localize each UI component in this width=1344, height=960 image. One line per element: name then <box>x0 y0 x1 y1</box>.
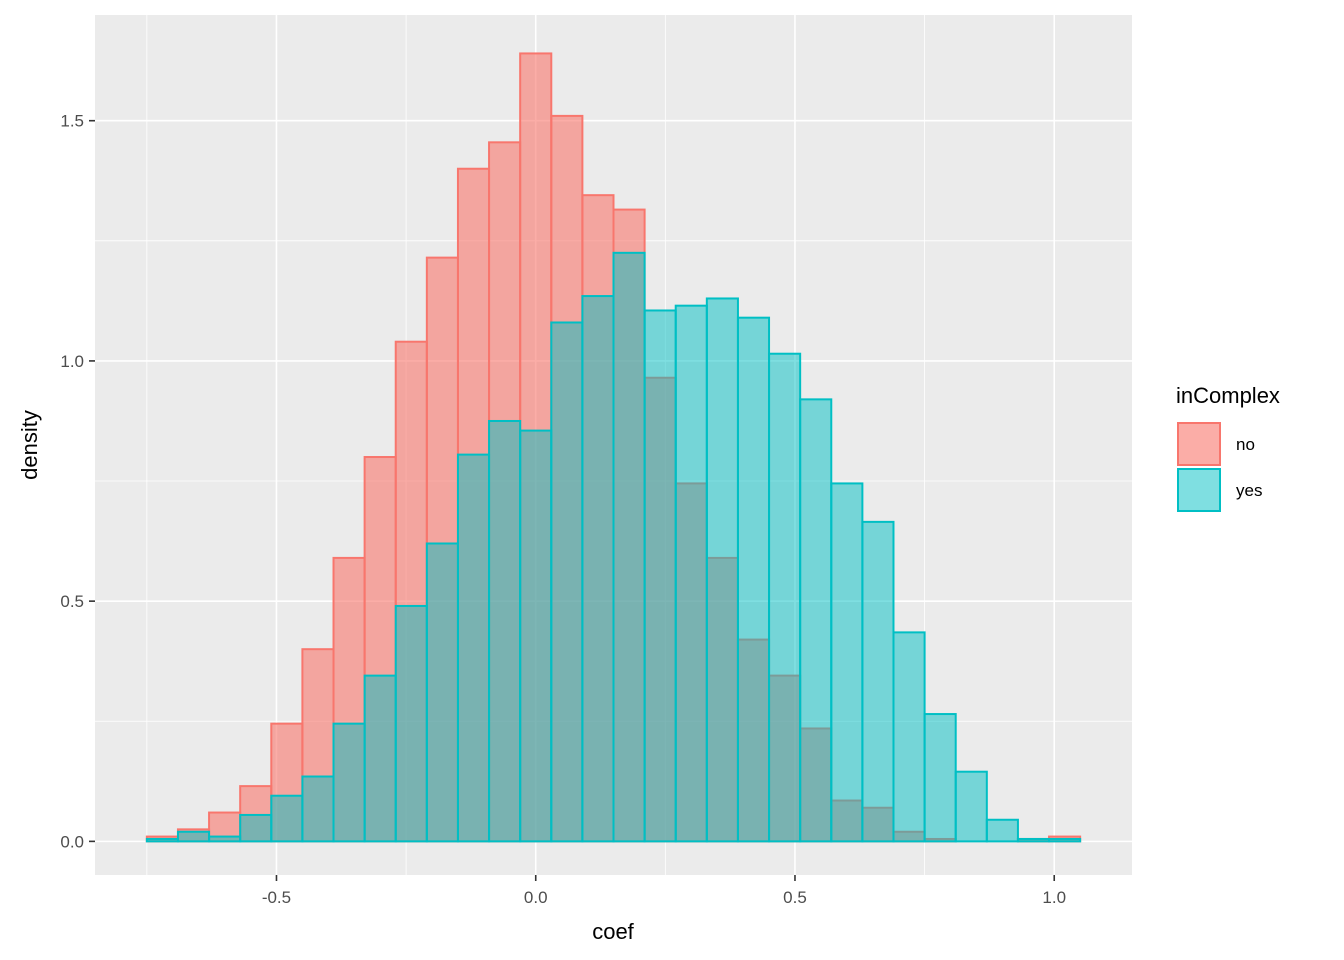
bar-yes <box>985 818 1019 843</box>
y-axis-title: density <box>17 410 42 480</box>
legend-label-yes: yes <box>1236 481 1262 500</box>
bar-yes <box>519 429 553 843</box>
bar-yes <box>923 713 957 843</box>
bar-yes <box>239 813 273 843</box>
y-tick-label: 0.0 <box>60 832 84 851</box>
legend-key-no <box>1177 422 1221 466</box>
bar-yes <box>799 398 833 843</box>
bar-yes <box>1016 837 1051 843</box>
y-tick-label: 0.5 <box>60 592 84 611</box>
legend-title: inComplex <box>1176 383 1280 408</box>
bar-yes <box>301 775 335 843</box>
bar-yes <box>363 674 397 843</box>
bar-yes <box>581 295 615 843</box>
bar-yes <box>550 321 584 843</box>
bar-yes <box>394 604 428 843</box>
x-axis: -0.5 0.0 0.5 1.0 <box>262 875 1066 907</box>
legend: inComplex no yes <box>1176 383 1280 512</box>
bar-yes <box>861 520 895 843</box>
legend-label-no: no <box>1236 435 1255 454</box>
x-tick-label: 1.0 <box>1042 888 1066 907</box>
bar-yes <box>643 309 677 843</box>
y-tick-label: 1.5 <box>60 112 84 131</box>
bar-yes <box>736 316 771 843</box>
legend-key-yes <box>1177 468 1221 512</box>
bar-yes <box>768 352 802 843</box>
x-tick-label: 0.5 <box>783 888 807 907</box>
bar-yes <box>1048 837 1082 843</box>
bar-yes <box>332 722 366 843</box>
bar-yes <box>145 837 179 843</box>
x-tick-label: 0.0 <box>524 888 548 907</box>
y-axis: 0.0 0.5 1.0 1.5 <box>60 112 95 851</box>
x-axis-title: coef <box>592 919 634 944</box>
bar-yes <box>425 542 459 843</box>
bar-yes <box>456 453 491 843</box>
bar-yes <box>954 770 988 843</box>
series-yes <box>145 251 1082 843</box>
bar-yes <box>892 631 926 843</box>
bar-yes <box>612 251 646 843</box>
x-tick-label: -0.5 <box>262 888 291 907</box>
bar-yes <box>176 830 211 843</box>
bar-yes <box>270 794 304 843</box>
bars <box>145 52 1082 843</box>
bar-yes <box>705 297 739 843</box>
bar-yes <box>488 419 522 843</box>
bar-yes <box>830 482 864 843</box>
y-tick-label: 1.0 <box>60 352 84 371</box>
bar-yes <box>674 304 708 843</box>
bar-yes <box>208 835 242 843</box>
